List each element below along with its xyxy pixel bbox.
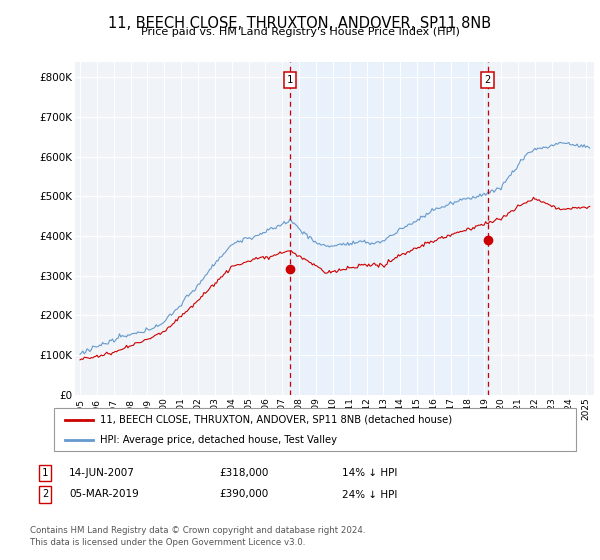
Text: Price paid vs. HM Land Registry's House Price Index (HPI): Price paid vs. HM Land Registry's House … [140,27,460,37]
Bar [290,62,488,395]
Text: 1: 1 [287,75,293,85]
Text: £390,000: £390,000 [219,489,268,500]
Text: HPI: Average price, detached house, Test Valley: HPI: Average price, detached house, Test… [100,435,337,445]
Text: 05-MAR-2019: 05-MAR-2019 [69,489,139,500]
Text: 24% ↓ HPI: 24% ↓ HPI [342,489,397,500]
Text: 2: 2 [484,75,491,85]
Text: 11, BEECH CLOSE, THRUXTON, ANDOVER, SP11 8NB: 11, BEECH CLOSE, THRUXTON, ANDOVER, SP11… [109,16,491,31]
Text: This data is licensed under the Open Government Licence v3.0.: This data is licensed under the Open Gov… [30,538,305,547]
Text: Contains HM Land Registry data © Crown copyright and database right 2024.: Contains HM Land Registry data © Crown c… [30,526,365,535]
Text: 2: 2 [42,489,48,500]
Text: 11, BEECH CLOSE, THRUXTON, ANDOVER, SP11 8NB (detached house): 11, BEECH CLOSE, THRUXTON, ANDOVER, SP11… [100,415,452,424]
Text: £318,000: £318,000 [219,468,268,478]
Text: 14% ↓ HPI: 14% ↓ HPI [342,468,397,478]
Text: 14-JUN-2007: 14-JUN-2007 [69,468,135,478]
Text: 1: 1 [42,468,48,478]
